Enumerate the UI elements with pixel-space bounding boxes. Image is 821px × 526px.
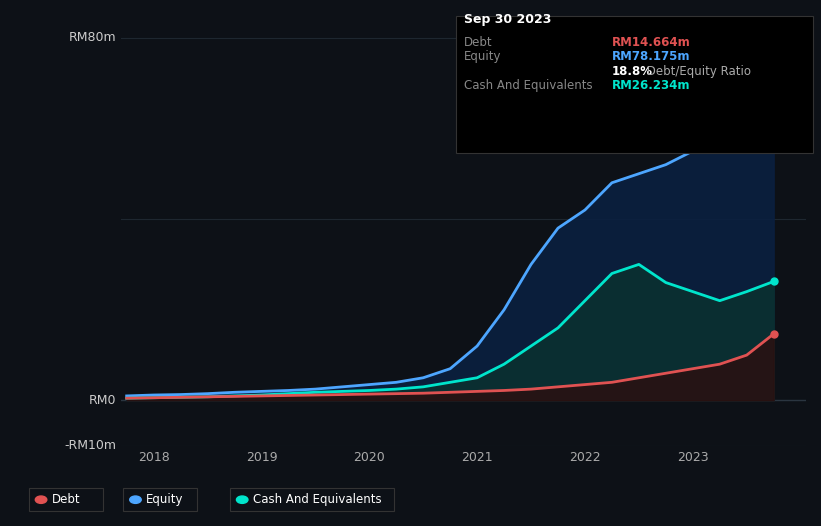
Text: Debt: Debt: [464, 36, 493, 49]
Text: Sep 30 2023: Sep 30 2023: [464, 13, 551, 26]
Text: RM26.234m: RM26.234m: [612, 79, 690, 93]
Text: RM14.664m: RM14.664m: [612, 36, 690, 49]
Text: Cash And Equivalents: Cash And Equivalents: [253, 493, 382, 506]
Text: RM80m: RM80m: [68, 31, 116, 44]
Text: Debt/Equity Ratio: Debt/Equity Ratio: [643, 65, 751, 78]
Text: Equity: Equity: [146, 493, 184, 506]
Text: Cash And Equivalents: Cash And Equivalents: [464, 79, 593, 93]
Text: 18.8%: 18.8%: [612, 65, 653, 78]
Text: Debt: Debt: [52, 493, 80, 506]
Text: RM78.175m: RM78.175m: [612, 50, 690, 64]
Text: Equity: Equity: [464, 50, 502, 64]
Text: RM0: RM0: [89, 394, 116, 407]
Text: -RM10m: -RM10m: [64, 439, 116, 452]
